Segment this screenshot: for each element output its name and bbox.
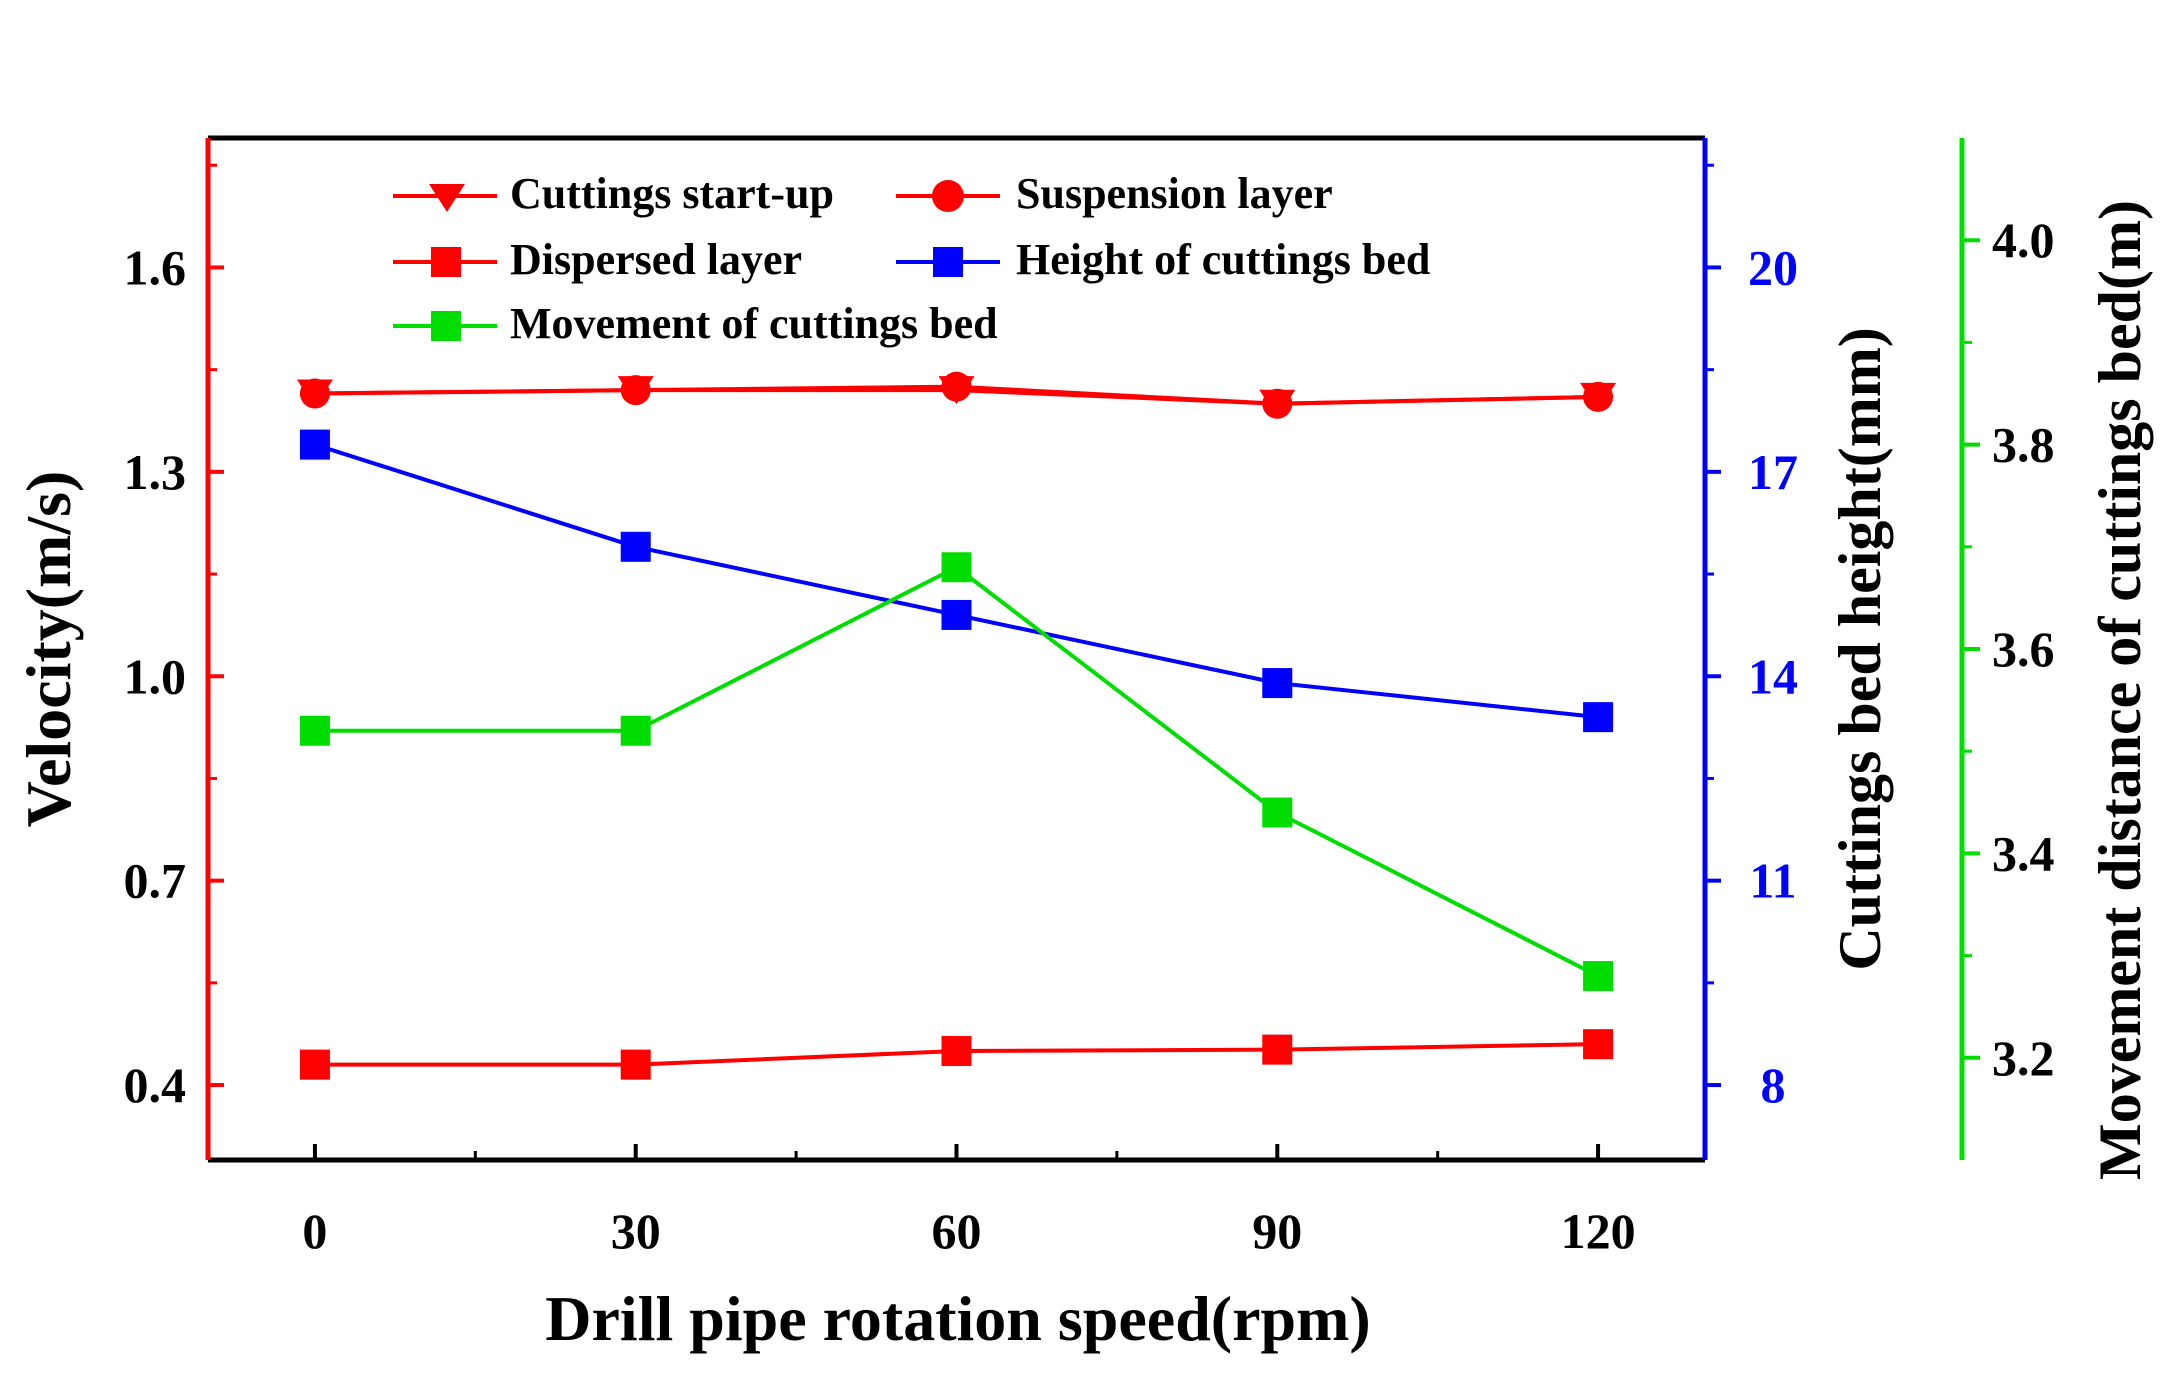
x-tick-label: 30 — [611, 1203, 661, 1259]
data-point-square — [299, 429, 330, 460]
series-movement-of-cuttings-bed — [299, 552, 1614, 992]
legend-item-dispersed-layer: Dispersed layer — [393, 235, 802, 284]
x-tick-label: 60 — [932, 1203, 982, 1259]
data-point-square — [1262, 668, 1293, 699]
left-y-tick-label: 0.4 — [124, 1057, 187, 1113]
data-point-circle — [941, 371, 972, 402]
right-y-tick-label-height: 8 — [1761, 1057, 1786, 1113]
legend-item-suspension-layer: Suspension layer — [896, 169, 1333, 218]
data-point-square — [941, 599, 972, 630]
data-point-square — [941, 552, 972, 583]
right-y-tick-label-height: 14 — [1748, 648, 1798, 704]
x-tick-label: 0 — [302, 1203, 327, 1259]
series-dispersed-layer — [299, 1029, 1614, 1080]
legend-marker-circle — [932, 180, 964, 212]
data-point-square — [299, 1049, 330, 1080]
right-y-tick-label-height: 11 — [1749, 853, 1796, 909]
left-y-tick-label: 0.7 — [124, 853, 187, 909]
data-point-square — [620, 531, 651, 562]
series-suspension-layer — [299, 371, 1614, 419]
axes — [205, 135, 1965, 1163]
legend-label: Suspension layer — [1016, 169, 1333, 218]
data-point-circle — [299, 378, 330, 409]
axis-ticks: 0 30 60 90 120 0.4 0.7 1.0 1.3 1.6 8 11 14 17 20 3.2 3.4… — [124, 163, 2055, 1259]
legend: Cuttings start-up Suspension layer Dispe… — [393, 169, 1430, 348]
legend-label: Movement of cuttings bed — [510, 299, 998, 348]
left-y-tick-label: 1.0 — [124, 648, 187, 704]
legend-item-cuttings-start-up: Cuttings start-up — [393, 169, 834, 218]
right-y-tick-label-movement: 3.6 — [1992, 621, 2055, 677]
right-y-tick-label-movement: 3.8 — [1992, 417, 2055, 473]
x-tick-label: 90 — [1252, 1203, 1302, 1259]
data-point-square — [620, 715, 651, 746]
right-y-axis-title-movement: Movement distance of cuttings bed(m) — [2087, 200, 2153, 1180]
legend-item-height-of-cuttings-bed: Height of cuttings bed — [896, 235, 1430, 284]
x-tick-label: 120 — [1561, 1203, 1636, 1259]
legend-label: Dispersed layer — [510, 235, 802, 284]
legend-label: Height of cuttings bed — [1016, 235, 1430, 284]
data-series — [296, 371, 1617, 1080]
left-y-axis-title: Velocity(m/s) — [13, 471, 84, 828]
legend-item-movement-of-cuttings-bed: Movement of cuttings bed — [393, 299, 998, 348]
right-y-tick-label-height: 20 — [1748, 239, 1798, 295]
data-point-circle — [1262, 388, 1293, 419]
data-point-square — [1262, 1034, 1293, 1065]
data-point-circle — [1583, 381, 1614, 412]
series-height-of-cuttings-bed — [299, 429, 1614, 733]
right-y-tick-label-movement: 3.4 — [1992, 825, 2055, 881]
right-y-axis-title-height: Cuttings bed height(mm) — [1827, 327, 1893, 970]
right-y-tick-label-movement: 4.0 — [1992, 212, 2055, 268]
left-y-tick-label: 1.3 — [124, 444, 187, 500]
right-y-tick-label-movement: 3.2 — [1992, 1030, 2055, 1086]
legend-label: Cuttings start-up — [510, 169, 834, 218]
data-point-square — [1583, 702, 1614, 733]
legend-marker-square — [431, 247, 461, 277]
data-point-square — [1262, 797, 1293, 828]
data-point-square — [1583, 961, 1614, 992]
right-y-tick-label-height: 17 — [1748, 444, 1798, 500]
legend-marker-triangle-down — [429, 184, 465, 212]
legend-marker-square — [431, 311, 461, 341]
data-point-circle — [620, 375, 651, 406]
x-axis-title: Drill pipe rotation speed(rpm) — [545, 1283, 1370, 1354]
data-point-square — [620, 1049, 651, 1080]
data-point-square — [1583, 1029, 1614, 1060]
legend-marker-square — [933, 247, 963, 277]
data-point-square — [299, 715, 330, 746]
left-y-tick-label: 1.6 — [124, 239, 187, 295]
data-point-square — [941, 1035, 972, 1066]
